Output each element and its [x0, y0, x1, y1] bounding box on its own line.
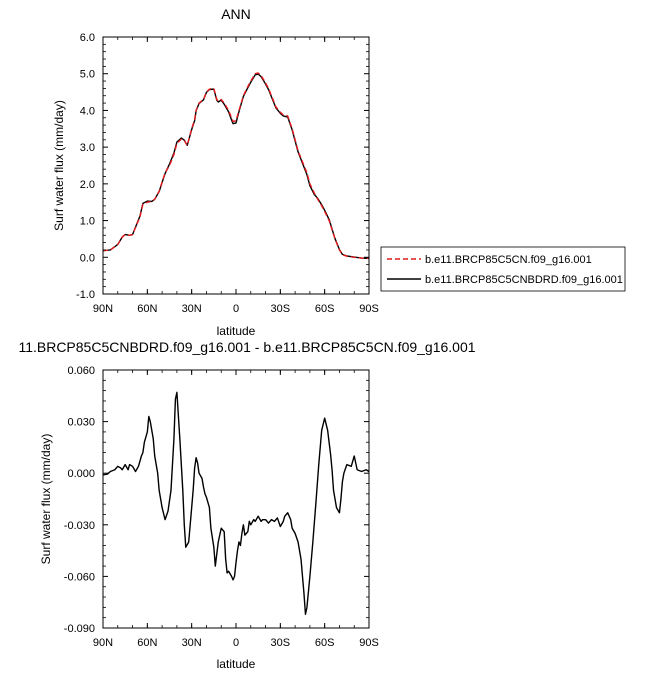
- bottom-y-axis-label: Surf water flux (mm/day): [39, 434, 53, 565]
- legend: b.e11.BRCP85C5CN.f09_g16.001 b.e11.BRCP8…: [380, 246, 626, 292]
- top-y-tick-label: 2.0: [80, 179, 95, 191]
- bottom-panel: 11.BRCP85C5CNBDRD.f09_g16.001 - b.e11.BR…: [18, 339, 475, 671]
- top-y-tick-label: 0.0: [80, 252, 95, 264]
- top-x-tick-label: 60N: [137, 303, 157, 315]
- top-y-tick-label: 5.0: [80, 69, 95, 81]
- bottom-plot-frame: [102, 369, 370, 629]
- bottom-series-line-1: [102, 391, 370, 615]
- legend-label-series-2: b.e11.BRCP85C5CNBDRD.f09_g16.001: [425, 274, 623, 286]
- top-series-line-2: [102, 73, 370, 260]
- bottom-x-tick-label: 30S: [271, 637, 291, 649]
- bottom-y-tick-label: -0.090: [64, 623, 95, 635]
- bottom-x-tick-label: 30N: [182, 637, 202, 649]
- top-x-tick-label: 90N: [93, 303, 113, 315]
- bottom-x-tick-label: 90N: [93, 637, 113, 649]
- bottom-chart-title: 11.BRCP85C5CNBDRD.f09_g16.001 - b.e11.BR…: [18, 339, 475, 355]
- top-panel: ANN 90N 60N 30N 0 30S 60S 90S -1.0 0.0 1.0 2.0 3.0 4…: [52, 6, 626, 338]
- legend-box: [380, 246, 626, 292]
- bottom-x-tick-label: 60N: [137, 637, 157, 649]
- top-series-line-1: [102, 72, 370, 260]
- top-y-tick-label: 6.0: [80, 32, 95, 44]
- top-x-tick-label: 90S: [359, 303, 379, 315]
- bottom-y-tick-label: -0.060: [64, 571, 95, 583]
- top-plot-frame: [102, 36, 370, 295]
- top-x-tick-label: 60S: [315, 303, 335, 315]
- top-x-axis-label: latitude: [217, 324, 256, 338]
- bottom-y-tick-label: 0.060: [67, 365, 95, 377]
- top-y-tick-label: 4.0: [80, 105, 95, 117]
- top-y-tick-label: -1.0: [76, 289, 95, 301]
- bottom-x-tick-label: 60S: [315, 637, 335, 649]
- top-x-tick-label: 30S: [271, 303, 291, 315]
- bottom-y-tick-label: 0.030: [67, 417, 95, 429]
- top-y-axis-label: Surf water flux (mm/day): [52, 100, 66, 231]
- bottom-x-axis-label: latitude: [217, 657, 256, 671]
- top-y-tick-label: 1.0: [80, 216, 95, 228]
- top-y-tick-label: 3.0: [80, 142, 95, 154]
- top-x-tick-label: 30N: [182, 303, 202, 315]
- bottom-x-tick-label: 90S: [359, 637, 379, 649]
- legend-label-series-1: b.e11.BRCP85C5CN.f09_g16.001: [425, 254, 592, 266]
- bottom-y-tick-label: -0.030: [64, 520, 95, 532]
- top-chart-title: ANN: [221, 6, 251, 22]
- bottom-x-tick-label: 0: [233, 637, 239, 649]
- top-x-tick-label: 0: [233, 303, 239, 315]
- bottom-y-tick-label: 0.000: [67, 468, 95, 480]
